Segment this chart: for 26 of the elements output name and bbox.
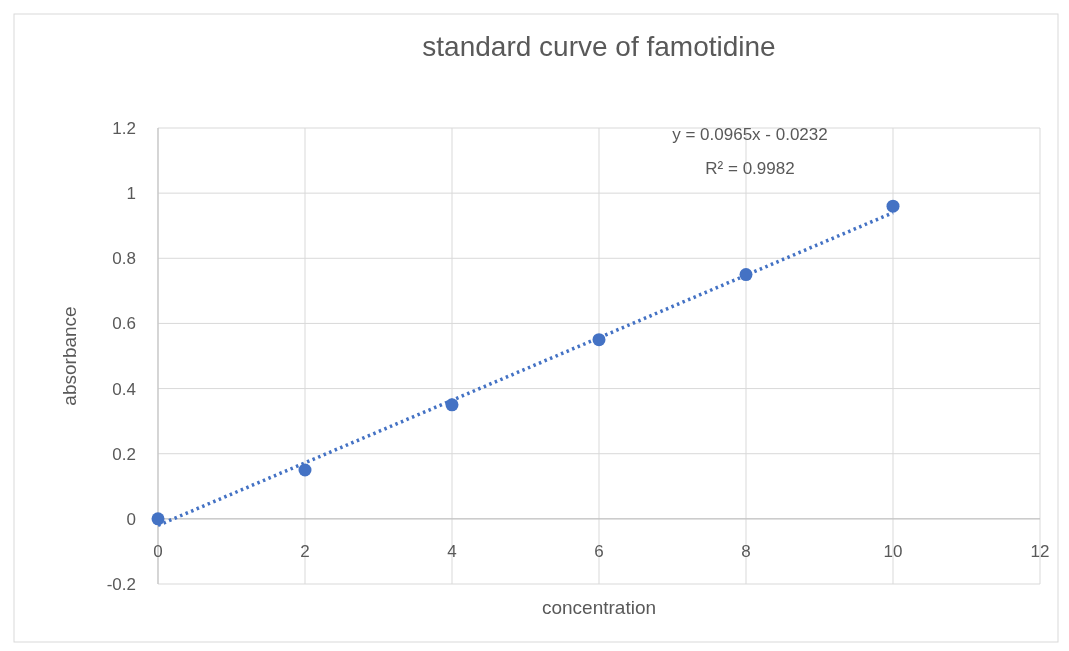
point (151, 512, 165, 526)
x-tick-label: 12 (1030, 541, 1050, 561)
y-axis-title: absorbance (59, 306, 80, 406)
x-tick-label: 2 (300, 541, 310, 561)
y-tick-label: -0.2 (106, 574, 136, 594)
y-tick-label: 0.6 (112, 314, 136, 334)
point (298, 463, 312, 477)
y-tick-label: 0 (126, 509, 136, 529)
y-tick-label: 1 (126, 184, 136, 204)
point (739, 268, 753, 282)
x-tick-label: 0 (153, 541, 163, 561)
annotation: y = 0.0965x - 0.0232 (672, 125, 828, 144)
chart-title: standard curve of famotidine (422, 31, 776, 62)
annotation: R² = 0.9982 (705, 159, 795, 178)
point (592, 333, 606, 347)
y-tick-label: 1.2 (112, 118, 136, 138)
x-tick-label: 6 (594, 541, 604, 561)
x-axis-title: concentration (541, 597, 657, 618)
x-tick-label: 10 (883, 541, 903, 561)
y-tick-label: 0.8 (112, 249, 136, 269)
x-tick-label: 8 (741, 541, 751, 561)
y-tick-label: 0.4 (112, 379, 136, 399)
point (445, 398, 459, 412)
point (886, 199, 900, 213)
x-tick-label: 4 (447, 541, 457, 561)
y-tick-label: 0.2 (112, 444, 136, 464)
